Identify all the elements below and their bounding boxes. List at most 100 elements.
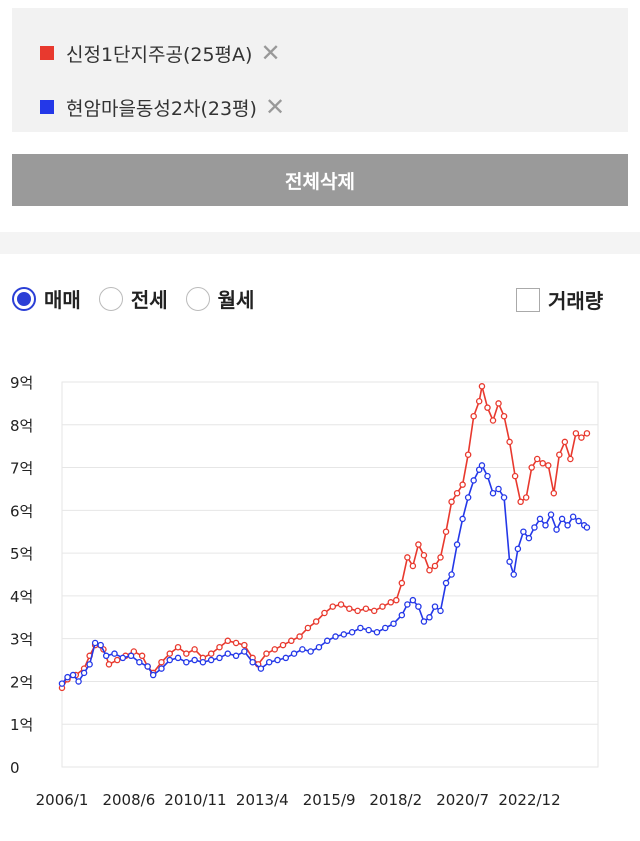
data-point-2 [525,534,533,542]
data-point-1 [420,551,428,559]
data-point-2 [510,571,517,578]
compare-item-label: 신정1단지주공(25평A) [66,43,253,66]
data-point-2 [224,650,232,657]
data-point-1 [166,650,174,657]
data-point-1 [207,650,215,657]
x-tick-label: 2022/12 [498,791,560,809]
data-point-1 [442,528,450,535]
volume-checkbox[interactable] [516,287,540,312]
data-point-1 [489,417,497,424]
data-point-2 [232,652,240,660]
radio-monthly-rent[interactable]: 월세 [185,284,254,313]
data-point-2 [174,654,182,662]
data-point-2 [207,656,215,664]
data-point-1 [312,618,320,625]
data-point-1 [224,637,232,645]
data-point-2 [86,661,93,668]
x-tick-label: 2020/7 [436,791,489,809]
data-point-2 [404,601,411,608]
data-point-2 [199,658,207,666]
data-point-2 [64,673,71,681]
data-point-2 [315,643,323,651]
data-point-1 [296,633,303,640]
data-point-1 [459,481,466,488]
radio-jeonse[interactable]: 전세 [98,284,168,313]
data-point-1 [506,438,513,446]
x-tick-label: 2010/11 [164,791,226,809]
data-point-2 [495,485,502,493]
data-point-1 [550,489,558,497]
section-divider [0,232,640,254]
y-tick-label: 6억 [10,502,33,520]
data-point-2 [183,658,190,666]
data-point-2 [564,522,571,529]
data-point-2 [348,628,356,636]
data-point-1 [279,641,287,649]
data-point-1 [232,639,240,647]
data-point-2 [500,494,508,501]
data-point-1 [337,601,345,608]
data-point-2 [299,646,306,653]
data-point-2 [69,671,77,679]
data-point-2 [97,641,104,649]
radio-circle-icon [12,286,36,311]
data-point-1 [398,579,406,587]
data-point-1 [354,607,361,615]
data-point-1 [572,430,580,437]
close-icon[interactable]: ✕ [264,93,286,121]
data-point-2 [373,628,381,636]
series-color-swatch [40,46,54,60]
compare-item-1: 신정1단지주공(25평A) ✕ [40,38,281,68]
data-point-2 [420,618,428,625]
data-point-2 [80,669,88,677]
data-point-2 [390,620,397,627]
data-point-1 [370,607,378,615]
delete-all-button[interactable]: 전체삭제 [12,154,628,206]
volume-toggle[interactable]: 거래량 [516,285,603,314]
data-point-2 [191,656,198,664]
data-point-1 [288,637,295,645]
data-point-1 [567,455,574,463]
data-point-1 [578,434,585,441]
y-tick-label: 5억 [10,545,33,563]
radio-sale[interactable]: 매매 [12,284,81,313]
data-point-1 [114,656,121,664]
data-point-2 [119,654,127,662]
data-point-1 [464,451,472,458]
data-point-2 [136,658,143,666]
data-point-2 [437,607,444,615]
data-point-2 [127,652,135,660]
data-point-2 [489,489,497,497]
data-point-2 [91,639,99,647]
data-point-1 [321,609,328,617]
data-point-1 [346,605,353,612]
plot-frame [61,381,599,768]
data-point-2 [459,515,466,523]
data-point-1 [437,554,444,561]
data-point-1 [583,430,591,437]
y-tick-label: 9억 [10,374,33,392]
x-tick-label: 2008/6 [102,791,155,809]
data-point-2 [398,611,406,619]
data-point-1 [191,646,198,653]
radio-circle-icon [98,286,123,311]
y-tick-label: 3억 [10,631,33,649]
radio-circle-icon [185,286,210,311]
data-point-2 [547,511,555,518]
data-point-2 [514,545,522,553]
x-tick-label: 2013/4 [236,791,289,809]
data-point-1 [263,650,270,657]
compare-item-label: 현암마을동성2차(23평) [66,97,257,120]
data-point-2 [506,558,513,565]
data-point-1 [174,643,182,651]
y-tick-label: 8억 [10,417,33,435]
data-point-1 [470,412,477,420]
data-point-1 [404,554,411,561]
close-icon[interactable]: ✕ [260,39,281,67]
data-point-1 [105,661,113,668]
data-point-1 [379,603,386,610]
data-point-2 [520,528,527,535]
data-point-2 [442,579,450,587]
data-point-1 [415,541,422,548]
y-tick-label: 2억 [10,673,33,691]
